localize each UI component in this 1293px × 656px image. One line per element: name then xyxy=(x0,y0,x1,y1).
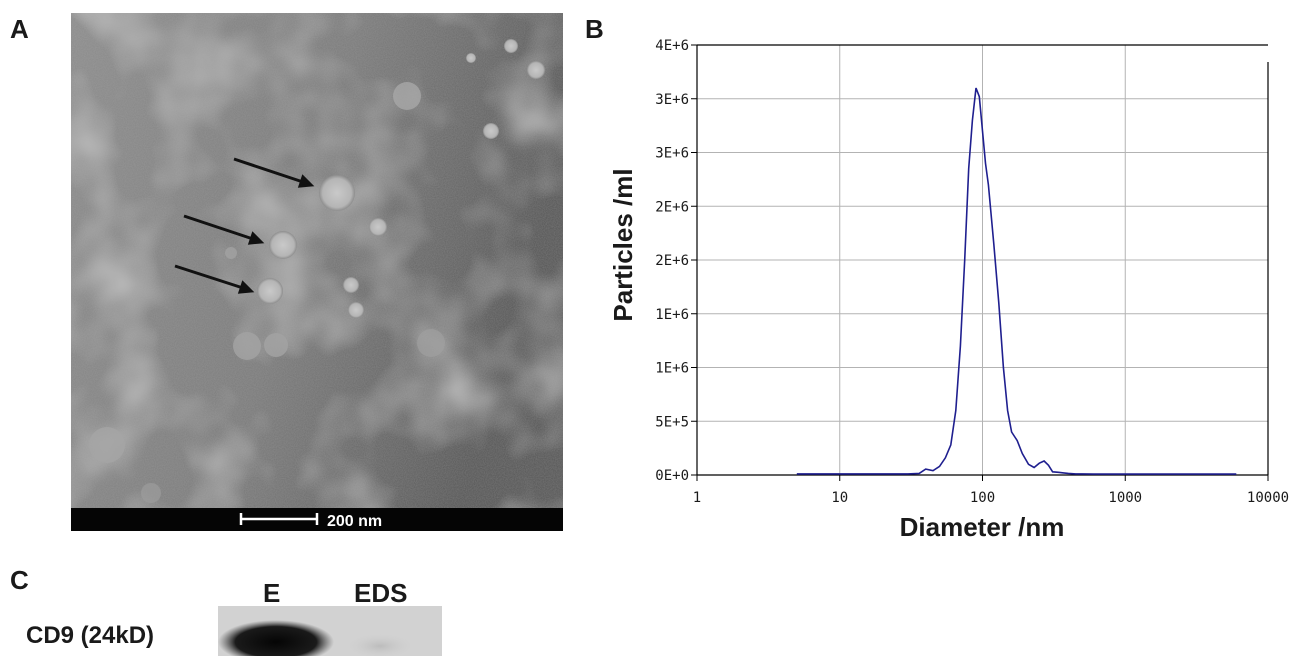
x-tick-label: 10 xyxy=(831,490,848,506)
scale-bar-label: 200 nm xyxy=(327,513,382,530)
band-eds xyxy=(342,632,418,656)
y-tick-label: 3E+6 xyxy=(655,146,689,162)
size-distribution-chart: 0E+0 5E+5 1E+6 1E+6 2E+6 2E+6 3E+6 3E+6 4E+6 1 10… xyxy=(608,38,1289,542)
y-tick-label: 1E+6 xyxy=(655,307,689,323)
lane-label-e: E xyxy=(263,578,281,608)
y-tick-label: 4E+6 xyxy=(655,38,689,54)
band-e xyxy=(218,620,334,656)
lane-label-eds: EDS xyxy=(354,578,408,608)
axes xyxy=(691,44,1269,481)
x-axis-label: Diameter /nm xyxy=(900,512,1065,542)
x-tick-label: 1000 xyxy=(1108,490,1142,506)
tem-micrograph: 200 nm xyxy=(71,13,563,531)
y-tick-label: 1E+6 xyxy=(655,361,689,377)
x-tick-label: 10000 xyxy=(1247,490,1289,506)
panel-a-letter: A xyxy=(10,14,29,44)
blot-membrane xyxy=(218,606,442,656)
panel-c-letter: C xyxy=(10,565,29,595)
panel-b-letter: B xyxy=(585,14,604,44)
y-axis-label: Particles /ml xyxy=(608,168,638,321)
x-tick-label: 100 xyxy=(970,490,995,506)
y-tick-label: 2E+6 xyxy=(655,199,689,215)
blot-row-label: CD9 (24kD) xyxy=(26,622,155,649)
grid xyxy=(697,44,1268,475)
vesicles xyxy=(89,39,545,503)
y-tick-label: 5E+5 xyxy=(655,414,689,430)
western-blot-panel: E EDS CD9 (24kD) xyxy=(0,560,460,656)
arrows xyxy=(174,157,315,294)
scale-bar xyxy=(239,513,319,525)
y-tick-label: 3E+6 xyxy=(655,92,689,108)
x-tick-labels: 1 10 100 1000 10000 xyxy=(693,490,1289,506)
x-tick-label: 1 xyxy=(693,490,701,506)
y-tick-label: 2E+6 xyxy=(655,253,689,269)
y-tick-label: 0E+0 xyxy=(655,468,689,484)
series-line xyxy=(796,87,1237,475)
y-tick-labels: 0E+0 5E+5 1E+6 1E+6 2E+6 2E+6 3E+6 3E+6 4E+6 xyxy=(655,38,689,484)
